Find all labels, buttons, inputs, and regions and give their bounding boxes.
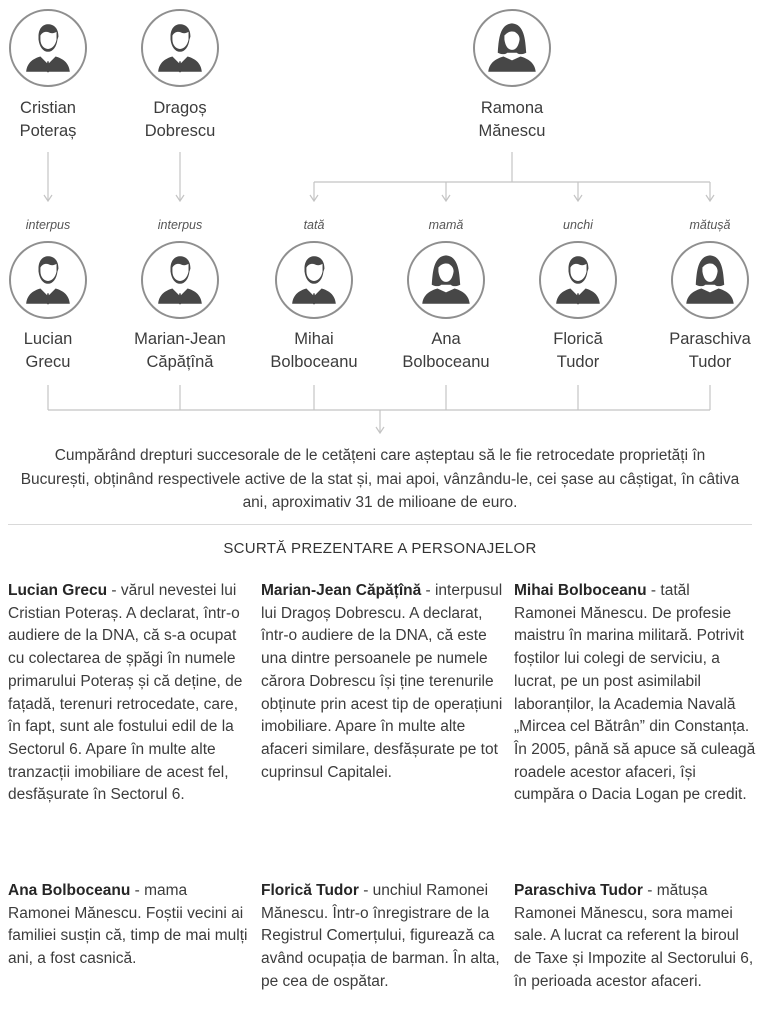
bio-text: - tatăl Ramonei Mănescu. De profesie mai… <box>514 582 756 804</box>
person-role-2: tată <box>303 218 325 232</box>
top-person-name-0: Cristian Poteraș <box>19 99 77 140</box>
person-name-3: Ana Bolboceanu <box>402 330 490 371</box>
bio-text: - vărul nevestei lui Cristian Poteraș. A… <box>8 582 243 804</box>
bio-name: Florică Tudor <box>261 882 359 899</box>
female-person-icon <box>473 9 551 87</box>
male-person-icon <box>141 9 219 87</box>
person-role-0: interpus <box>25 218 71 232</box>
bio-name: Ana Bolboceanu <box>8 882 131 899</box>
person-name-2: Mihai Bolboceanu <box>270 330 358 371</box>
section-title: SCURTĂ PREZENTARE A PERSONAJELOR <box>223 540 537 557</box>
bio-5: Paraschiva Tudor - mătușa Ramonei Mănesc… <box>514 880 756 994</box>
bio-name: Mihai Bolboceanu <box>514 582 647 599</box>
person-name-0: Lucian Grecu <box>23 330 73 371</box>
bio-name: Marian-Jean Căpățînă <box>261 582 422 599</box>
bio-2: Mihai Bolboceanu - tatăl Ramonei Mănescu… <box>514 580 756 807</box>
person-role-5: mătușă <box>689 218 731 232</box>
bio-text: - unchiul Ramonei Mănescu. Într-o înregi… <box>261 882 500 990</box>
bio-0: Lucian Grecu - vărul nevestei lui Cristi… <box>8 580 250 807</box>
connector-lines <box>43 152 715 435</box>
person-role-1: interpus <box>157 218 203 232</box>
bio-4: Florică Tudor - unchiul Ramonei Mănescu.… <box>261 880 503 994</box>
top-person-name-1: Dragoș Dobrescu <box>144 99 216 140</box>
male-person-icon <box>9 241 87 319</box>
person-role-4: unchi <box>563 218 593 232</box>
bio-text: - interpusul lui Dragoș Dobrescu. A decl… <box>261 582 503 781</box>
bio-name: Lucian Grecu <box>8 582 108 599</box>
male-person-icon <box>141 241 219 319</box>
male-person-icon <box>275 241 353 319</box>
person-name-5: Paraschiva Tudor <box>669 330 751 371</box>
person-name-4: Florică Tudor <box>553 330 603 371</box>
top-person-name-2: Ramona Mănescu <box>478 99 546 140</box>
bio-3: Ana Bolboceanu - mama Ramonei Mănescu. F… <box>8 880 250 971</box>
person-role-3: mamă <box>428 218 464 232</box>
male-person-icon <box>539 241 617 319</box>
bio-1: Marian-Jean Căpățînă - interpusul lui Dr… <box>261 580 503 784</box>
bio-name: Paraschiva Tudor <box>514 882 643 899</box>
male-person-icon <box>9 9 87 87</box>
bio-text: - mama Ramonei Mănescu. Foștii vecini ai… <box>8 882 248 968</box>
summary-text: Cumpărând drepturi succesorale de le cet… <box>20 447 740 511</box>
divider <box>8 524 752 525</box>
female-person-icon <box>407 241 485 319</box>
female-person-icon <box>671 241 749 319</box>
person-name-1: Marian-Jean Căpățînă <box>134 330 226 371</box>
bio-text: - mătușa Ramonei Mănescu, sora mamei sal… <box>514 882 754 990</box>
